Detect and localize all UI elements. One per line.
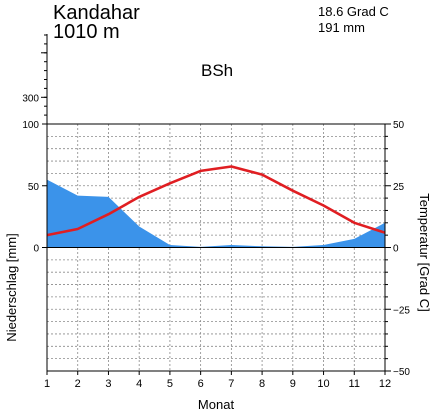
precipitation-area	[47, 179, 385, 248]
temperature-line	[46, 165, 386, 237]
station-name: Kandahar	[53, 2, 140, 24]
right-tick-label: 0	[393, 244, 399, 255]
left-tick-label: 50	[28, 182, 40, 193]
x-tick-label: 4	[136, 378, 142, 390]
right-tick-label: 50	[393, 120, 405, 131]
station-elevation: 1010 m	[53, 21, 120, 43]
x-tick-label: 9	[290, 378, 296, 390]
x-tick-label: 12	[379, 378, 391, 390]
left-tick-label: 0	[33, 244, 39, 255]
right-tick-label: −25	[393, 305, 410, 316]
x-tick-label: 10	[317, 378, 329, 390]
x-tick-label: 7	[228, 378, 234, 390]
x-tick-label: 11	[349, 378, 360, 390]
climate-class: BSh	[201, 61, 234, 80]
left-tick-label: 100	[22, 120, 39, 131]
x-tick-label: 6	[198, 378, 204, 390]
annual-precipitation: 191 mm	[318, 20, 365, 35]
mean-temperature: 18.6 Grad C	[318, 4, 389, 19]
x-axis-title: Monat	[198, 397, 235, 412]
right-axis-title: Temperatur [Grad C]	[417, 193, 432, 312]
left-axis-title: Niederschlag [mm]	[4, 233, 19, 341]
x-tick-label: 1	[44, 378, 50, 390]
right-tick-label: 25	[393, 182, 405, 193]
x-tick-label: 3	[105, 378, 111, 390]
x-tick-label: 2	[75, 378, 81, 390]
left-tick-label: 300	[22, 93, 39, 104]
x-tick-label: 5	[167, 378, 173, 390]
right-tick-label: −50	[393, 367, 410, 378]
x-tick-label: 8	[259, 378, 265, 390]
